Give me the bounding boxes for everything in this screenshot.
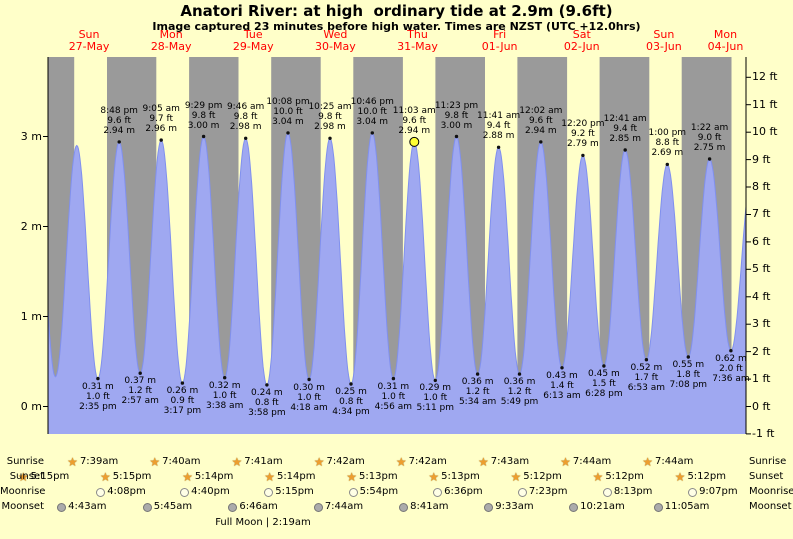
tide-extremum-dot — [180, 381, 185, 385]
tide-extremum-dot — [349, 382, 353, 386]
tide-extremum-dot — [159, 138, 163, 142]
tide-extremum-dot — [644, 358, 649, 362]
tide-extremum-dot — [539, 140, 543, 144]
moonrise-row-label-left: Moonrise — [0, 486, 46, 497]
tide-extremum-dot — [307, 377, 311, 382]
sunset-row-label-left: Sunset — [9, 471, 44, 482]
tide-extremum-dot — [729, 349, 733, 353]
tide-extremum-dot — [581, 153, 585, 158]
tide-curve-line — [47, 132, 747, 386]
tide-extremum-dot — [623, 148, 627, 152]
tide-extremum-dot — [707, 157, 712, 161]
tide-extremum-dot — [223, 376, 227, 380]
tide-extremum-dot — [602, 364, 606, 368]
page-title: Anatori River: at high ordinary tide at … — [180, 2, 613, 20]
tide-extremum-dot — [517, 372, 522, 376]
tide-extremum-dot — [391, 376, 396, 381]
moon-phase-label: Full Moon | 2:19am — [215, 517, 311, 528]
tide-area — [48, 132, 746, 434]
page-subtitle: Image captured 23 minutes before high wa… — [152, 20, 641, 33]
tide-extremum-dot — [117, 140, 121, 144]
tide-extremum-dot — [475, 372, 480, 376]
tide-extremum-dot — [665, 162, 669, 167]
moonset-row-label-right: Moonset — [749, 501, 792, 512]
sunset-row-label-right: Sunset — [749, 471, 784, 482]
tide-extremum-dot — [686, 355, 690, 359]
tide-extremum-dot — [244, 136, 248, 140]
current-tide-marker — [409, 136, 420, 147]
tide-extremum-dot — [286, 131, 290, 135]
tide-extremum-dot — [560, 366, 564, 370]
sunrise-row-label-left: Sunrise — [6, 456, 44, 467]
tide-extremum-dot — [96, 376, 100, 381]
tide-extremum-dot — [265, 383, 269, 387]
tide-extremum-dot — [496, 145, 501, 149]
moonrise-row-label-right: Moonrise — [749, 486, 793, 497]
tide-extremum-dot — [201, 134, 206, 139]
tide-extremum-dot — [138, 371, 142, 375]
tide-extremum-dot — [433, 378, 437, 383]
tide-extremum-dot — [328, 136, 332, 140]
tide-extremum-dot — [370, 131, 374, 135]
tide-extremum-dot — [454, 134, 459, 139]
moonset-row-label-left: Moonset — [1, 501, 45, 512]
sunrise-row-label-right: Sunrise — [749, 456, 787, 467]
